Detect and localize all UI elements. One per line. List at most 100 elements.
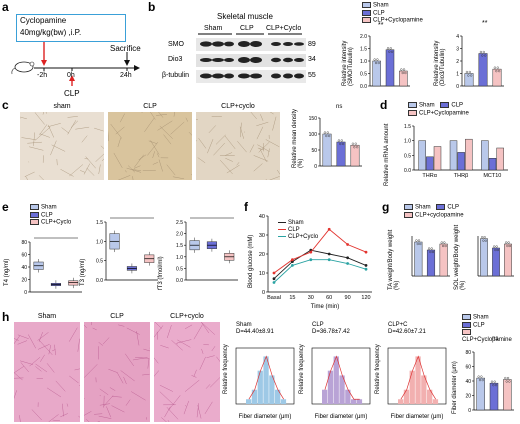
data-point [490,380,494,383]
bar [385,49,395,87]
y-tick-label: 30 [259,233,265,239]
chart-c-density: 0 50 100 150 [309,116,362,170]
data-point [505,241,508,244]
data-point [376,58,379,61]
legend-g-sham: Sham [415,204,431,211]
he-image-sham [14,322,80,422]
legend-h: Sham CLP CLP+Cyclopamine [462,314,520,344]
data-point [272,277,276,281]
histogram-sham [235,347,295,405]
series-line [273,259,367,283]
y-tick-label: 4 [456,34,459,40]
cyclopamine-box: Cyclopamine 40mg/kg(bw) ,i.P. [16,14,126,42]
data-point [481,378,484,382]
legend-g: Sham CLP CLP+cyclopamine [404,204,464,219]
fit-curve [400,355,436,400]
ihc-label-sham: sham [53,103,71,110]
data-point [477,375,480,378]
legend-h-clp: CLP [473,322,485,329]
hist-xlabel-sham: Fiber diameter (μm) [238,414,292,420]
hist-xlabel-clpcyclo: Fiber diameter (μm) [390,414,444,420]
y-tick-label: 1.0 [404,139,411,145]
data-point [351,142,354,145]
sig-c-ns: ns [336,104,343,110]
y-tick-label: 0 [314,164,317,170]
legend-b-clp: CLP [373,10,385,17]
hist-stat-clp: D=36.78±7.42 [312,329,350,335]
hist-bar [246,399,252,404]
data-point [416,242,419,246]
data-point [389,47,392,50]
legend-d: Sham CLP CLP+Cyclopamine [408,102,469,117]
hist-bar [275,389,281,404]
data-point [309,258,313,262]
data-point [353,146,356,149]
fit-curve [248,355,284,400]
ihc-label-clpcyclo: CLP+cyclo [221,103,255,110]
data-point [441,244,445,248]
data-point [373,58,376,61]
chart-e-t4: 0 20 40 60 80 [21,237,82,296]
hist-bar [345,389,351,404]
he-label-clp: CLP [110,313,124,320]
hist-label-sham: Sham [236,322,252,328]
data-point [504,376,507,380]
blot-group-clp: CLP [240,25,254,32]
x-tick-label: 60 [326,295,332,301]
legend-h-sham: Sham [473,314,489,321]
hist-bar [322,389,328,404]
hist-bar [356,399,363,404]
data-point [364,267,368,271]
data-point [429,250,432,254]
bar [492,247,500,277]
fit-curve [324,355,360,400]
data-point [495,245,498,248]
tissue-label: Skeletal muscle [216,12,274,21]
data-point [400,68,403,71]
blot-row-tubulin: β-tubulin [162,72,189,79]
y-tick-label: 2.0 [176,232,183,238]
legend-f-clpcyclo: CLP+Cyclo [288,234,319,240]
timeline-label-24h: 24h [120,72,132,79]
legend-h-clpcyclo: CLP+Cyclopamine [462,336,512,343]
y-tick-label: 40 [21,265,27,271]
data-point [388,50,391,53]
chart-g-ta [411,236,450,277]
y-tick-label: 1 [456,72,459,78]
bar [426,249,436,277]
y-tick-label: 80 [465,350,471,356]
y-tick-label: 0 [262,290,265,296]
hist-bar [333,356,339,404]
ihc-image-sham [20,112,104,180]
series-line [273,249,367,280]
data-point [323,131,326,134]
blot-group-clpcyclo: CLP+Cyclo [266,25,302,32]
bar [492,68,502,87]
y-tick-label: 2.0 [360,34,367,40]
data-point [431,250,435,254]
sig-b-1: ** [378,22,384,29]
bar [480,238,488,277]
data-point [291,258,294,262]
y-tick-label: 0.0 [360,84,367,90]
data-point [327,252,331,256]
data-point [364,250,368,254]
data-point [493,245,496,248]
panel-letter-d: d [380,98,388,112]
hist-bar [327,370,334,404]
hist-bar [257,370,263,404]
y-tick-label: 1.5 [404,124,411,130]
y-tick-label: 80 [21,240,27,246]
y-tick-label: 0.5 [404,153,411,159]
data-point [272,281,276,284]
data-point [327,227,331,231]
legend-d-sham: Sham [419,102,435,109]
bar [488,158,497,171]
y-tick-label: 20 [21,278,27,284]
data-point [482,50,485,54]
legend-e-clpcyclo: CLP+Cyclo [41,219,72,226]
data-point [402,68,406,71]
ylabel-e-t3: T3 (ng/ml) [80,258,86,286]
data-point [465,70,468,74]
data-point [346,262,349,265]
